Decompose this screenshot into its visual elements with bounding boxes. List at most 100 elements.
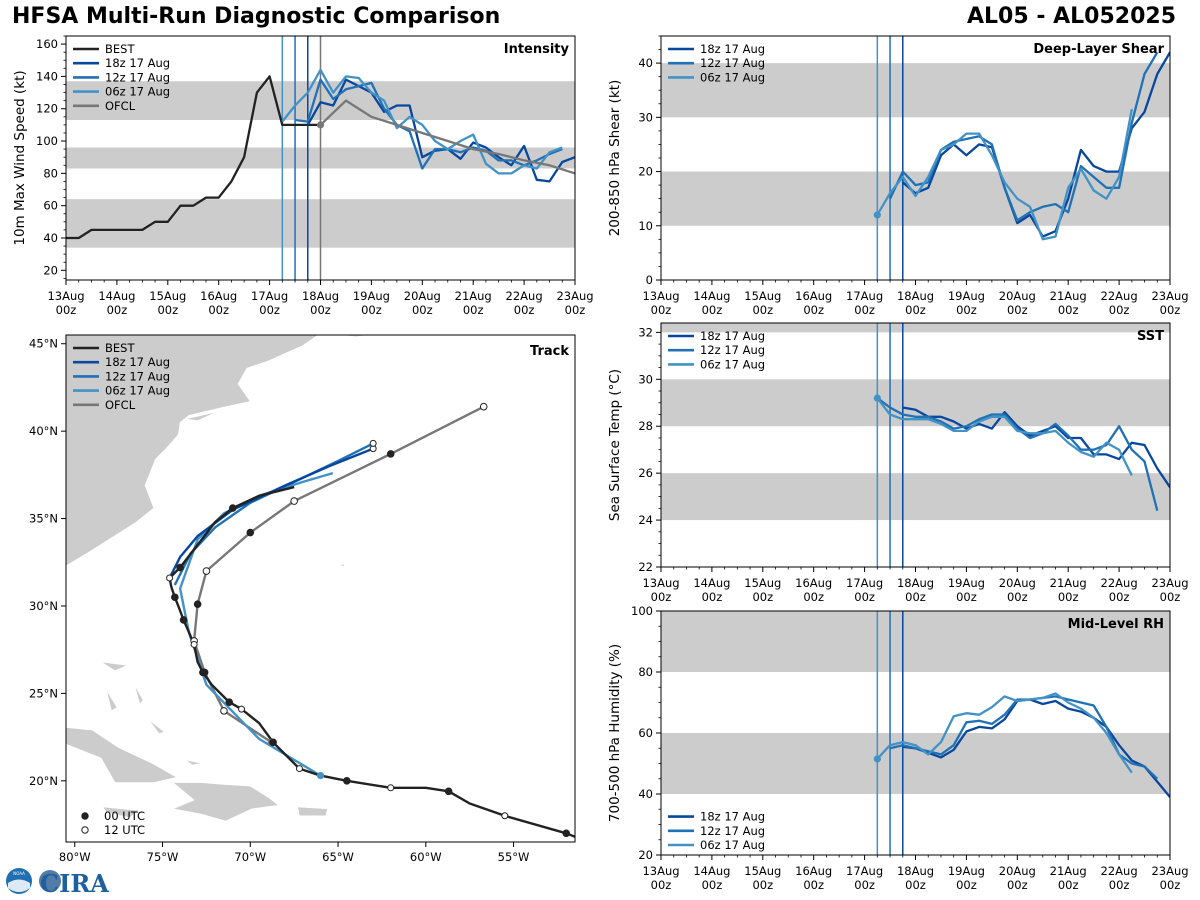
rh-start-marker — [873, 755, 881, 763]
land-layer — [66, 335, 377, 822]
intensity-xtick-day: 13Aug — [47, 289, 84, 303]
shear-legend-label-18z-17-aug: 18z 17 Aug — [700, 42, 765, 56]
sst-xtick-label: 13Aug 00z — [642, 576, 679, 604]
track-ytick-label: 30°N — [29, 599, 58, 613]
figure-title: HFSA Multi-Run Diagnostic Comparison — [12, 4, 501, 29]
shear-xtick-hour: 00z — [752, 303, 773, 317]
rh-title: Mid-Level RH — [1068, 617, 1164, 632]
sst-xtick-day: 14Aug — [693, 576, 730, 590]
intensity-xtick-day: 15Aug — [149, 289, 186, 303]
rh-xtick-day: 15Aug — [744, 864, 781, 878]
sst-xtick-label: 19Aug 00z — [948, 576, 985, 604]
shear-xtick-label: 17Aug 00z — [846, 289, 883, 317]
shear-series-06z-17-aug — [876, 108, 1133, 241]
track-point-best-00utc — [176, 563, 184, 572]
sst-xtick-day: 16Aug — [795, 576, 832, 590]
track-ytick-label: 40°N — [29, 424, 58, 438]
intensity-ytick-label: 160 — [36, 37, 58, 51]
rh-xtick-day: 23Aug — [1151, 864, 1188, 878]
sst-xtick-label: 14Aug 00z — [693, 576, 730, 604]
track-ytick-label: 35°N — [29, 512, 58, 526]
sst-ytick-label: 22 — [638, 560, 653, 574]
track-legend-label-best: BEST — [105, 341, 135, 355]
sst-xtick-label: 22Aug 00z — [1101, 576, 1138, 604]
rh-xtick-day: 13Aug — [642, 864, 679, 878]
intensity-xtick-label: 16Aug 00z — [200, 289, 237, 317]
rh-xtick-day: 22Aug — [1101, 864, 1138, 878]
sst-series-12z-17-aug — [876, 397, 1159, 511]
shear-xtick-hour: 00z — [854, 303, 875, 317]
shear-xtick-hour: 00z — [1007, 303, 1028, 317]
shear-xtick-hour: 00z — [1058, 303, 1079, 317]
intensity-series-ofcl — [319, 99, 575, 175]
shear-xtick-hour: 00z — [1160, 303, 1181, 317]
land-bahamas-b — [106, 689, 118, 712]
sst-band-0 — [661, 473, 1170, 521]
shear-xtick-day: 14Aug — [693, 289, 730, 303]
rh-xtick-label: 22Aug 00z — [1101, 864, 1138, 892]
intensity-ytick-label: 120 — [36, 102, 58, 116]
shear-legend-label-12z-17-aug: 12z 17 Aug — [700, 56, 765, 70]
rh-xtick-label: 20Aug 00z — [999, 864, 1036, 892]
sst-xtick-day: 23Aug — [1151, 576, 1188, 590]
land-long-island — [185, 411, 218, 422]
sst-ylabel: Sea Surface Temp (°C) — [607, 369, 623, 521]
noaa-wave-icon — [8, 879, 30, 892]
land-jamaica — [102, 806, 141, 818]
rh-xtick-label: 13Aug 00z — [642, 864, 679, 892]
rh-legend-label-12z-17-aug: 12z 17 Aug — [700, 824, 765, 838]
shear-xtick-hour: 00z — [651, 303, 672, 317]
track-point-best-12utc — [501, 812, 509, 820]
rh-band-0 — [661, 733, 1170, 794]
rh-xtick-day: 17Aug — [846, 864, 883, 878]
shear-xtick-label: 22Aug 00z — [1101, 289, 1138, 317]
land-bermuda — [338, 563, 346, 567]
track-title: Track — [530, 344, 569, 359]
track-marker-legend-symbol-00-utc — [81, 812, 89, 820]
intensity-xtick-hour: 00z — [514, 303, 535, 317]
intensity-legend-label-ofcl: OFCL — [105, 99, 136, 113]
track-ytick-label: 45°N — [29, 337, 58, 351]
rh-xtick-day: 16Aug — [795, 864, 832, 878]
rh-xtick-label: 14Aug 00z — [693, 864, 730, 892]
sst-xtick-day: 13Aug — [642, 576, 679, 590]
intensity-series-12z-17-aug — [294, 78, 563, 170]
shear-ytick-label: 0 — [646, 273, 653, 287]
intensity-xtick-hour: 00z — [565, 303, 586, 317]
rh-xtick-label: 23Aug 00z — [1151, 864, 1188, 892]
track-legend-label-12z-17-aug: 12z 17 Aug — [105, 369, 170, 383]
sst-xtick-hour: 00z — [905, 590, 926, 604]
shear-xtick-day: 16Aug — [795, 289, 832, 303]
intensity-series-06z-17-aug — [281, 68, 563, 175]
rh-xtick-hour: 00z — [1109, 878, 1130, 892]
intensity-xtick-hour: 00z — [259, 303, 280, 317]
track-point-ofcl — [202, 567, 211, 575]
noaa-logo-text: NOAA — [13, 871, 25, 876]
rh-xtick-hour: 00z — [854, 878, 875, 892]
intensity-xtick-hour: 00z — [361, 303, 382, 317]
intensity-xtick-hour: 00z — [107, 303, 128, 317]
shear-start-marker — [873, 211, 881, 219]
intensity-xtick-hour: 00z — [412, 303, 433, 317]
intensity-xtick-day: 21Aug — [455, 289, 492, 303]
track-point-best-00utc — [179, 616, 188, 624]
shear-xtick-hour: 00z — [905, 303, 926, 317]
cira-logo-text: CIRA — [40, 869, 109, 896]
sst-series-06z-17-aug — [876, 397, 1133, 477]
intensity-xtick-label: 15Aug 00z — [149, 289, 186, 317]
intensity-ytick-label: 100 — [36, 134, 58, 148]
cira-logo: NOAA CIRA — [6, 868, 109, 896]
track-point-ofcl — [290, 497, 298, 505]
track-point-best-00utc — [269, 738, 277, 747]
track-point-best-12utc — [190, 640, 198, 648]
shear-xtick-label: 14Aug 00z — [693, 289, 730, 317]
rh-xtick-label: 21Aug 00z — [1050, 864, 1087, 892]
track-xtick-label: 60°W — [410, 850, 442, 864]
intensity-xtick-label: 21Aug 00z — [455, 289, 492, 317]
intensity-legend-label-12z-17-aug: 12z 17 Aug — [105, 70, 170, 84]
track-marker-legend-symbol-12-utc — [81, 826, 89, 834]
rh-xtick-label: 16Aug 00z — [795, 864, 832, 892]
track-point-best-12utc — [166, 574, 174, 582]
